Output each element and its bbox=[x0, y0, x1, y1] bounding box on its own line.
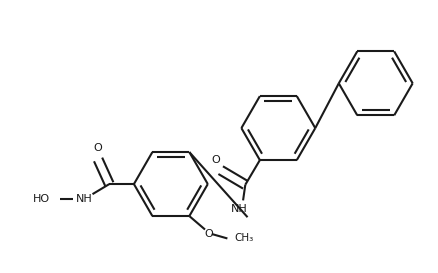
Text: O: O bbox=[94, 143, 102, 153]
Text: HO: HO bbox=[33, 194, 50, 204]
Text: O: O bbox=[212, 155, 221, 165]
Text: NH: NH bbox=[231, 204, 248, 214]
Text: CH₃: CH₃ bbox=[234, 233, 253, 244]
Text: NH: NH bbox=[76, 194, 93, 204]
Text: O: O bbox=[204, 229, 213, 239]
